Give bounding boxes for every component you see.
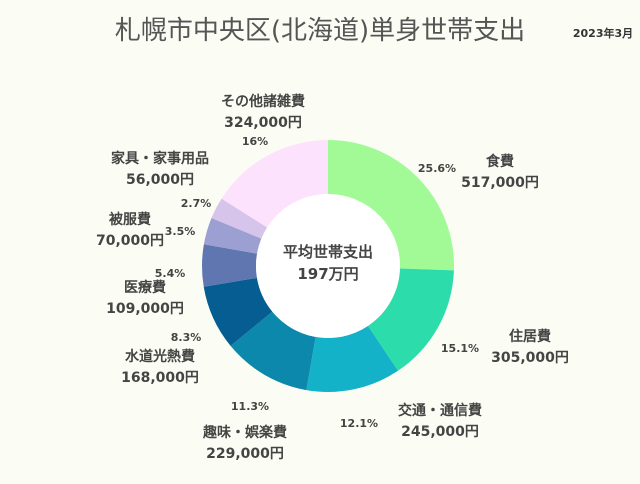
slice-value-3: 229,000円 — [206, 446, 284, 462]
slice-5 — [202, 244, 258, 287]
slice-label-0: 食費 — [486, 153, 514, 170]
slice-label-8: その他諸雑費 — [221, 93, 305, 110]
slice-7 — [211, 198, 268, 239]
chart-date: 2023年3月 — [573, 26, 633, 40]
slice-label-4: 水道光熱費 — [125, 348, 195, 365]
slice-label-2: 交通・通信費 — [398, 402, 482, 419]
slice-2 — [306, 325, 398, 393]
chart-title: 札幌市中央区(北海道)単身世帯支出 — [115, 16, 525, 46]
slice-value-8: 324,000円 — [224, 115, 302, 131]
slice-pct-3: 11.3% — [231, 400, 269, 413]
slice-label-6: 被服費 — [109, 211, 151, 228]
slice-label-7: 家具・家事用品 — [111, 150, 209, 167]
slice-value-4: 168,000円 — [121, 370, 199, 386]
slice-label-1: 住居費 — [509, 328, 551, 345]
donut-hole — [256, 194, 400, 338]
slice-label-5: 医療費 — [124, 279, 166, 296]
slice-pct-7: 2.7% — [181, 197, 212, 210]
slice-1 — [367, 268, 454, 371]
slice-value-7: 56,000円 — [126, 172, 194, 188]
slice-pct-0: 25.6% — [418, 162, 456, 175]
slice-6 — [203, 218, 262, 254]
slice-pct-4: 8.3% — [171, 331, 202, 344]
labels-group: 食費 517,000円 25.6% 住居費 305,000円 15.1% 交通・通信費 245… — [96, 93, 569, 462]
slice-4 — [203, 277, 273, 346]
slice-3 — [230, 311, 316, 391]
slice-8 — [221, 140, 328, 228]
slice-pct-6: 3.5% — [165, 225, 196, 238]
slice-pct-8: 16% — [242, 135, 268, 148]
slice-value-5: 109,000円 — [106, 301, 184, 317]
slice-value-1: 305,000円 — [491, 350, 569, 366]
slice-label-3: 趣味・娯楽費 — [202, 424, 287, 441]
slice-pct-5: 5.4% — [155, 267, 186, 280]
slices-group — [202, 140, 454, 393]
slice-value-0: 517,000円 — [461, 175, 539, 191]
slice-0 — [328, 140, 454, 271]
center-label: 平均世帯支出 — [283, 243, 373, 261]
slice-value-6: 70,000円 — [96, 233, 164, 249]
slice-value-2: 245,000円 — [401, 424, 479, 440]
slice-pct-1: 15.1% — [441, 342, 479, 355]
slice-pct-2: 12.1% — [340, 417, 378, 430]
center-value: 197万円 — [297, 265, 358, 283]
